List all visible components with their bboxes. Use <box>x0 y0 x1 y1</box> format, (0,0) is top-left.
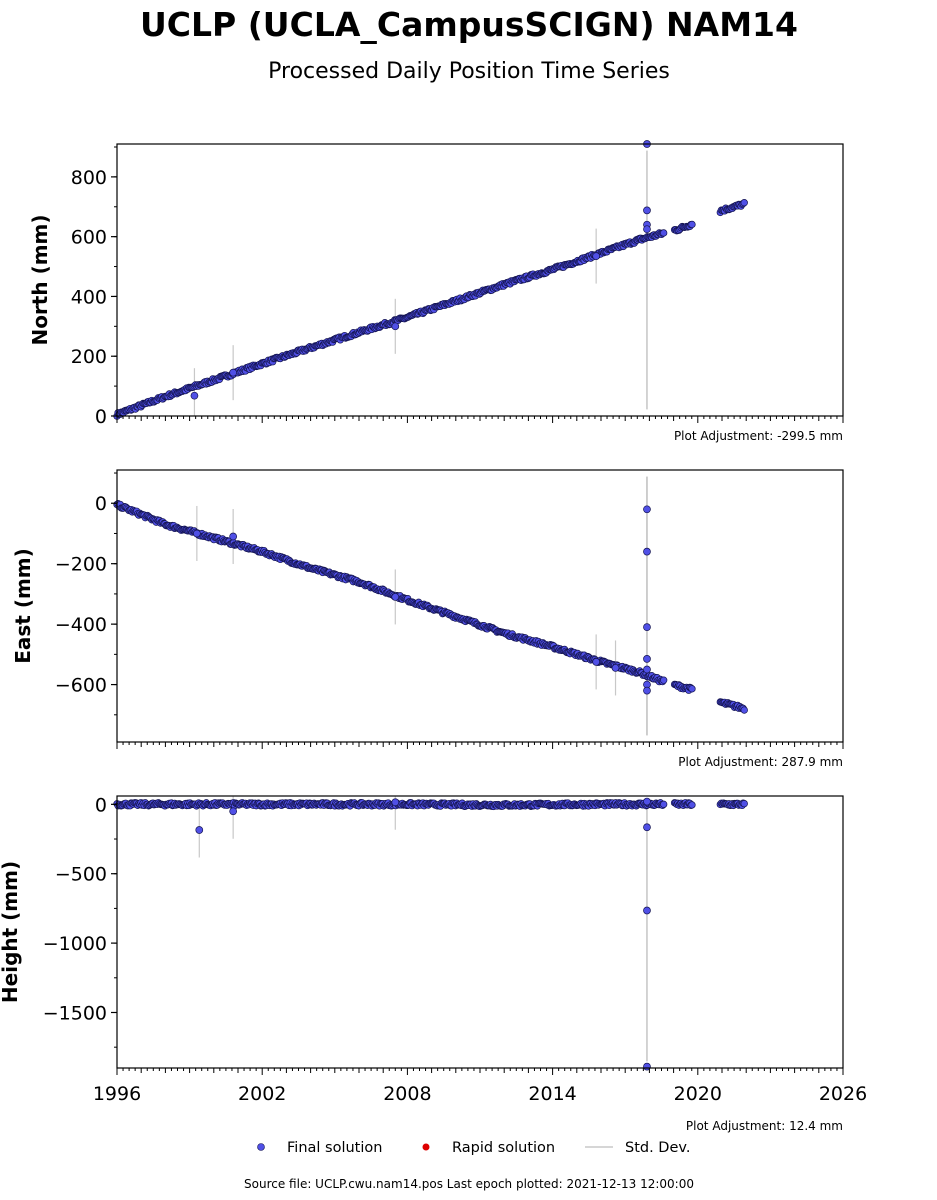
east-ytick-label: −400 <box>55 614 107 636</box>
north-outlier-point <box>229 368 238 377</box>
legend-rapid-marker <box>422 1143 430 1151</box>
north-outlier-point <box>391 322 400 331</box>
height-outlier-point <box>643 906 651 915</box>
north-outlier-point <box>592 252 601 260</box>
east-outlier-point <box>643 547 651 556</box>
north-ytick-label: 400 <box>71 286 107 308</box>
east-outlier-point <box>643 623 651 632</box>
east-ytick-label: −600 <box>55 675 107 697</box>
east-data-point <box>660 676 668 684</box>
east-panel: −600 −400 −200 0 <box>55 469 844 749</box>
height-xtick-label: 2008 <box>383 1083 431 1105</box>
height-panel: −1500 −1000 −500 0 1996 2002 2008 2014 2020 2026 <box>43 794 867 1105</box>
height-outlier-point <box>229 807 238 816</box>
height-outlier-point <box>195 826 204 834</box>
height-outlier-point <box>643 823 651 832</box>
east-ytick-label: 0 <box>95 493 107 515</box>
east-outlier-point <box>611 664 620 672</box>
height-data-point <box>660 800 668 808</box>
height-data-point <box>688 801 696 809</box>
legend-final-marker <box>257 1143 265 1151</box>
north-ytick-label: 200 <box>71 346 107 368</box>
height-outlier-point <box>391 798 400 807</box>
height-data-point <box>740 799 748 808</box>
height-xtick-label: 2014 <box>528 1083 576 1105</box>
height-ytick-label: −500 <box>55 864 107 886</box>
north-outlier-point <box>643 206 651 215</box>
legend-final-label: Final solution <box>287 1140 382 1156</box>
east-outlier-point <box>193 529 201 538</box>
east-outlier-point <box>643 686 651 695</box>
height-xtick-label: 1996 <box>93 1083 141 1105</box>
north-plot-adjustment: Plot Adjustment: -299.5 mm <box>674 429 843 443</box>
north-ytick-label: 800 <box>71 167 107 189</box>
height-xtick-label: 2020 <box>674 1083 722 1105</box>
legend-stddev-label: Std. Dev. <box>625 1140 690 1156</box>
east-outlier-point <box>229 532 238 541</box>
east-data-point <box>688 685 696 693</box>
east-outlier-point <box>592 658 601 666</box>
north-panel: 0 200 400 600 800 <box>71 140 844 428</box>
figure-subtitle: Processed Daily Position Time Series <box>268 59 670 84</box>
height-axes-frame <box>116 795 844 1069</box>
north-data-point <box>740 199 748 207</box>
north-outlier-point <box>190 391 199 400</box>
east-data-point <box>740 706 748 714</box>
north-ytick-label: 600 <box>71 227 107 249</box>
height-xtick-label: 2026 <box>819 1083 867 1105</box>
north-data-point <box>660 229 668 237</box>
height-ylabel: Height (mm) <box>0 861 22 1003</box>
north-outlier-point <box>643 225 651 234</box>
height-outlier-point <box>643 797 651 806</box>
height-xtick-label: 2002 <box>238 1083 286 1105</box>
east-outlier-point <box>643 665 651 674</box>
height-ytick-label: −1500 <box>43 1002 107 1024</box>
height-ytick-label: 0 <box>95 794 107 816</box>
height-plot-adjustment: Plot Adjustment: 12.4 mm <box>686 1119 843 1133</box>
east-ylabel: East (mm) <box>11 548 35 664</box>
north-ylabel: North (mm) <box>28 214 52 345</box>
legend-rapid-label: Rapid solution <box>452 1140 555 1156</box>
height-ytick-label: −1000 <box>43 933 107 955</box>
north-ytick-label: 0 <box>95 406 107 428</box>
east-outlier-point <box>643 505 651 514</box>
legend: Final solution Rapid solution Std. Dev. <box>257 1140 690 1156</box>
east-outlier-point <box>643 655 651 663</box>
north-data-point <box>688 220 696 229</box>
east-outlier-point <box>391 593 400 601</box>
footer-source: Source file: UCLP.cwu.nam14.pos Last epo… <box>244 1177 694 1191</box>
east-plot-adjustment: Plot Adjustment: 287.9 mm <box>678 755 843 769</box>
east-ytick-label: −200 <box>55 554 107 576</box>
figure-title: UCLP (UCLA_CampusSCIGN) NAM14 <box>140 5 798 44</box>
